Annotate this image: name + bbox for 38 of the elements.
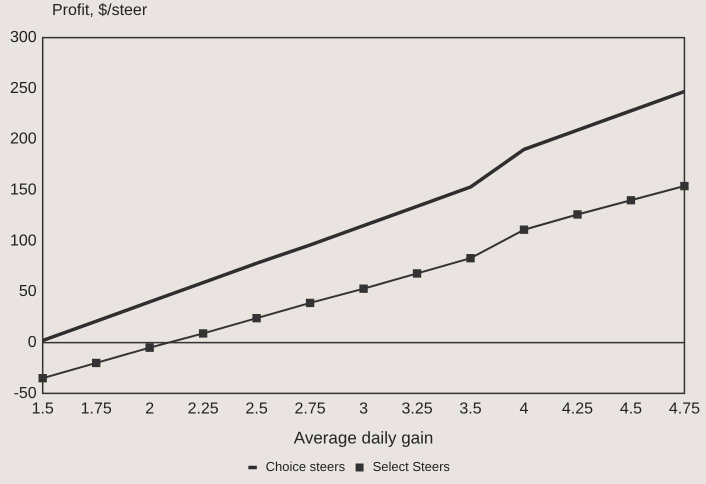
y-tick-label: 0 — [28, 334, 37, 351]
point — [573, 210, 582, 219]
point — [680, 182, 689, 190]
x-tick-label: 1.75 — [80, 400, 112, 418]
point — [520, 226, 528, 234]
point — [198, 329, 208, 338]
x-tick-label: 3 — [359, 400, 368, 418]
point — [466, 254, 475, 262]
x-tick-label: 4.5 — [620, 400, 642, 418]
x-tick-label: 2.5 — [245, 400, 268, 418]
legend-label: Choice steers — [266, 459, 346, 474]
point — [145, 343, 154, 352]
legend-label: Select Steers — [372, 459, 450, 474]
x-tick-label: 4.75 — [668, 400, 700, 418]
y-tick-label: 300 — [10, 29, 37, 46]
x-axis-title: Average daily gain — [294, 428, 434, 448]
x-tick-label: 3.25 — [401, 400, 433, 418]
y-tick-label: 250 — [10, 80, 37, 97]
point — [359, 284, 368, 293]
x-tick-label: 4.25 — [562, 400, 594, 418]
x-tick-label: 3.5 — [459, 400, 482, 418]
x-tick-label: 2 — [145, 400, 154, 418]
point — [92, 358, 100, 368]
x-tick-label: 2.75 — [294, 400, 326, 418]
y-tick-label: 200 — [10, 130, 37, 148]
point — [306, 298, 314, 308]
point — [412, 269, 422, 278]
x-tick-label: 2.25 — [188, 400, 219, 418]
x-tick-label: 4 — [520, 400, 529, 418]
point — [38, 374, 47, 382]
y-tick-label: 150 — [10, 181, 37, 198]
point — [626, 196, 636, 204]
y-tick-label: 100 — [10, 232, 37, 250]
y-axis-title: Profit, $/steer — [52, 2, 148, 20]
point — [252, 314, 261, 322]
y-tick-label: -50 — [14, 384, 37, 402]
x-tick-label: 1.5 — [32, 400, 54, 418]
y-tick-label: 50 — [18, 283, 37, 300]
